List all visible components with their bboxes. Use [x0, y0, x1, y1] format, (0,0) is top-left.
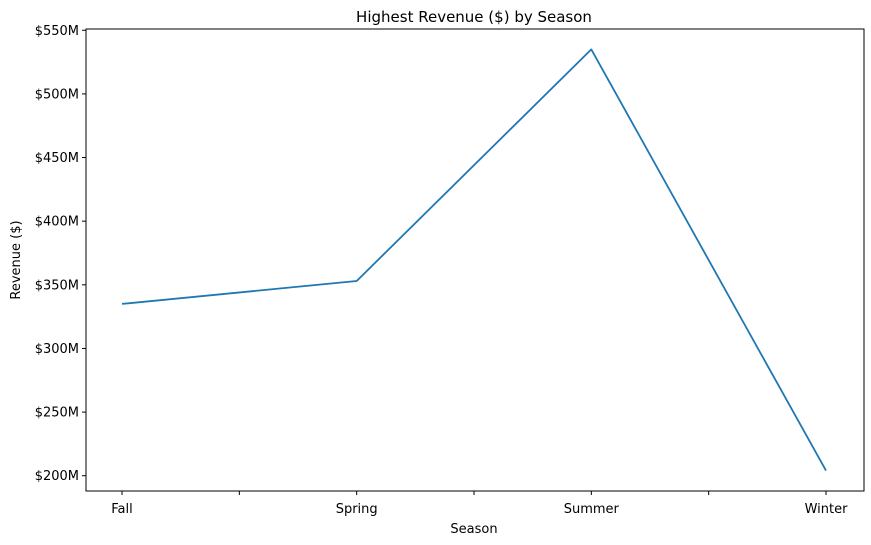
- x-tick-label: Winter: [805, 502, 849, 517]
- y-tick-label: $400M: [35, 215, 79, 230]
- x-tick-label: Summer: [564, 502, 620, 517]
- y-tick-label: $250M: [35, 406, 79, 421]
- y-tick-label: $350M: [35, 278, 79, 293]
- y-tick-label: $200M: [35, 469, 79, 484]
- x-tick-label: Fall: [111, 502, 132, 517]
- y-tick-label: $300M: [35, 342, 79, 357]
- y-axis: $200M $250M $300M $350M $400M $450M $500M $550M: [35, 24, 86, 484]
- series-layer: [121, 48, 827, 472]
- y-tick-label: $500M: [35, 87, 79, 102]
- plot-area: [85, 28, 865, 492]
- x-axis: Fall Spring Summer Winter: [111, 491, 848, 517]
- x-axis-label: Season: [450, 522, 497, 537]
- y-axis-label: Revenue ($): [9, 220, 24, 299]
- series-line: [121, 48, 827, 472]
- y-tick-label: $550M: [35, 24, 79, 39]
- x-tick-label: Spring: [336, 502, 378, 517]
- y-tick-label: $450M: [35, 151, 79, 166]
- chart-title: Highest Revenue ($) by Season: [356, 8, 592, 26]
